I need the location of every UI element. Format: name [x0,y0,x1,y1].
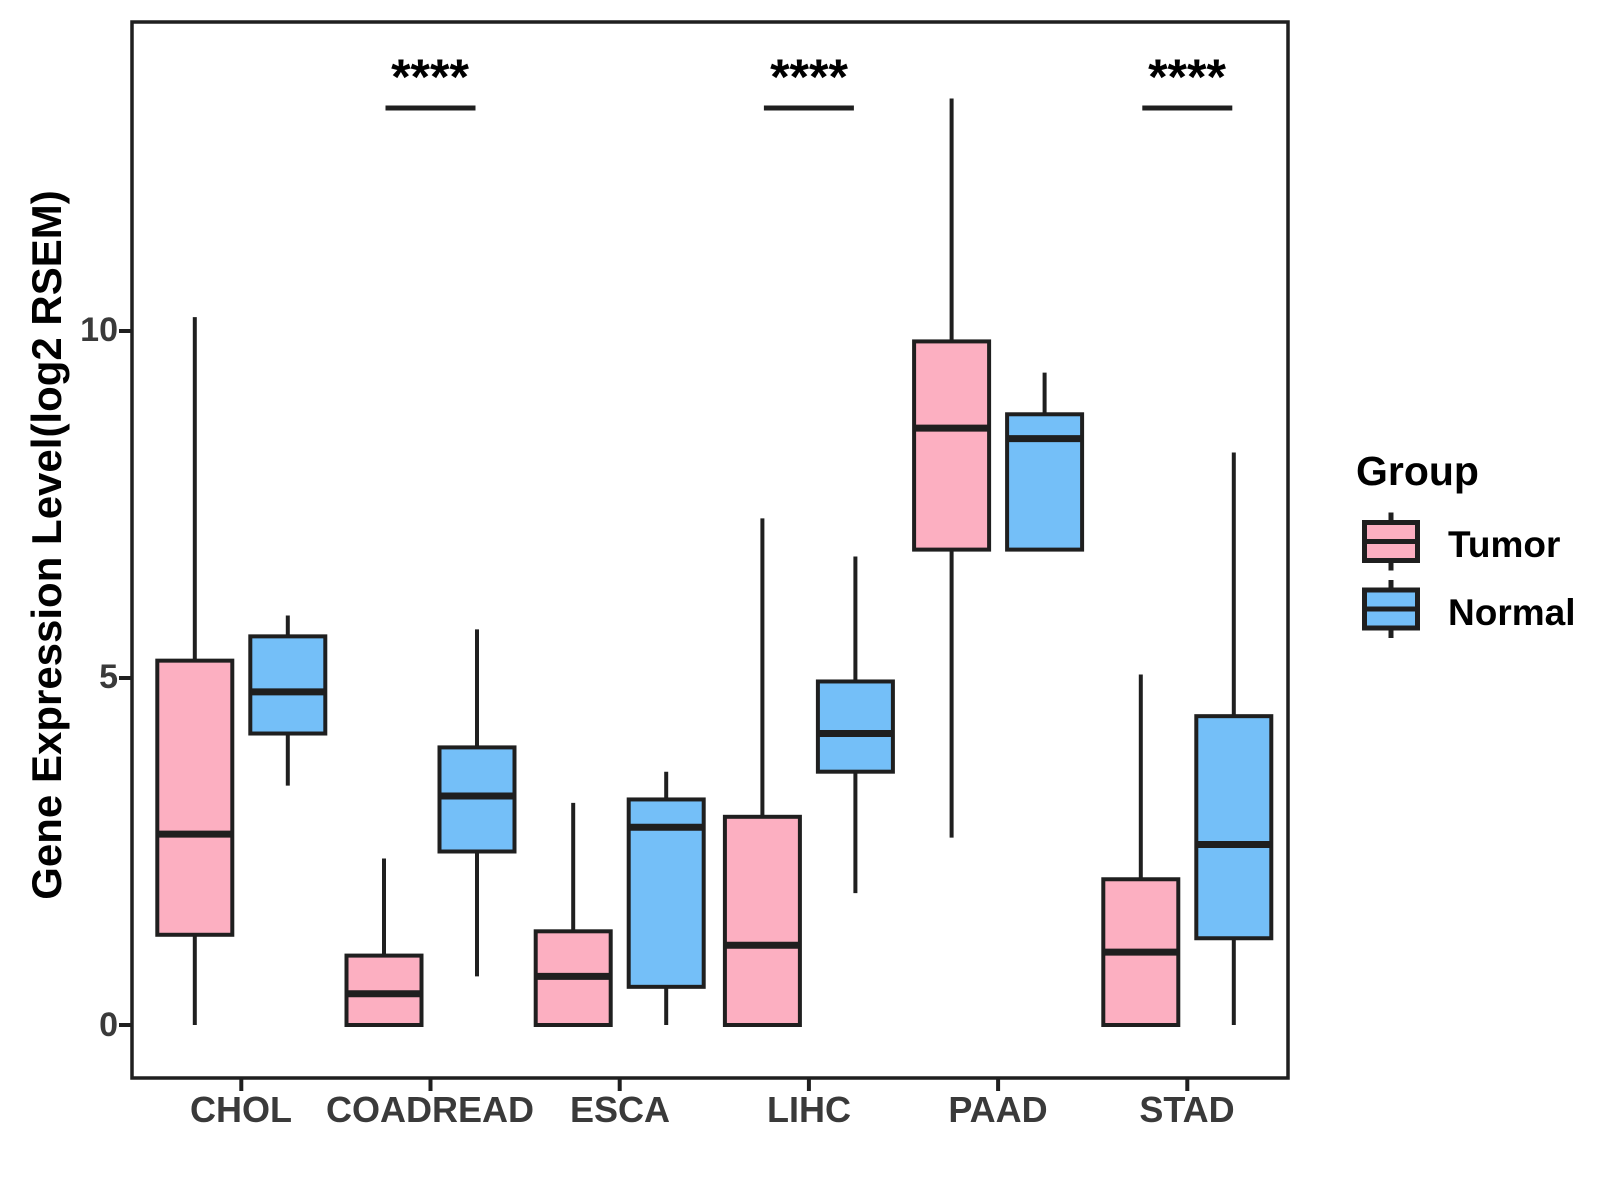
box-normal-stad [1194,714,1274,941]
x-tick-label-chol: CHOL [190,1089,292,1130]
x-tick-label-stad: STAD [1139,1089,1235,1130]
legend-label-tumor: Tumor [1448,524,1561,565]
significance-stars-coadread: **** [391,49,469,105]
box-normal-lihc [815,679,895,774]
panel-border [130,20,1290,1080]
x-tick-label-lihc: LIHC [767,1089,851,1130]
x-tick-label-esca: ESCA [569,1089,671,1130]
box-normal-paad [1005,412,1085,552]
legend-title: Group [1356,448,1479,494]
y-tick-label-10: 10 [80,311,118,349]
box-tumor-lihc [722,814,802,1027]
y-tick-label-5: 5 [99,658,118,696]
significance-stars-lihc: **** [770,49,848,105]
legend-label-normal: Normal [1448,592,1576,633]
y-tick-label-0: 0 [99,1006,118,1044]
x-tick-label-paad: PAAD [948,1089,1048,1130]
box-tumor-chol [155,658,235,937]
y-axis-title: Gene Expression Level(log2 RSEM) [23,190,70,900]
x-tick-label-coadread: COADREAD [325,1089,534,1130]
box-tumor-paad [912,339,992,552]
box-normal-chol [248,634,328,736]
significance-stars-stad: **** [1148,49,1226,105]
